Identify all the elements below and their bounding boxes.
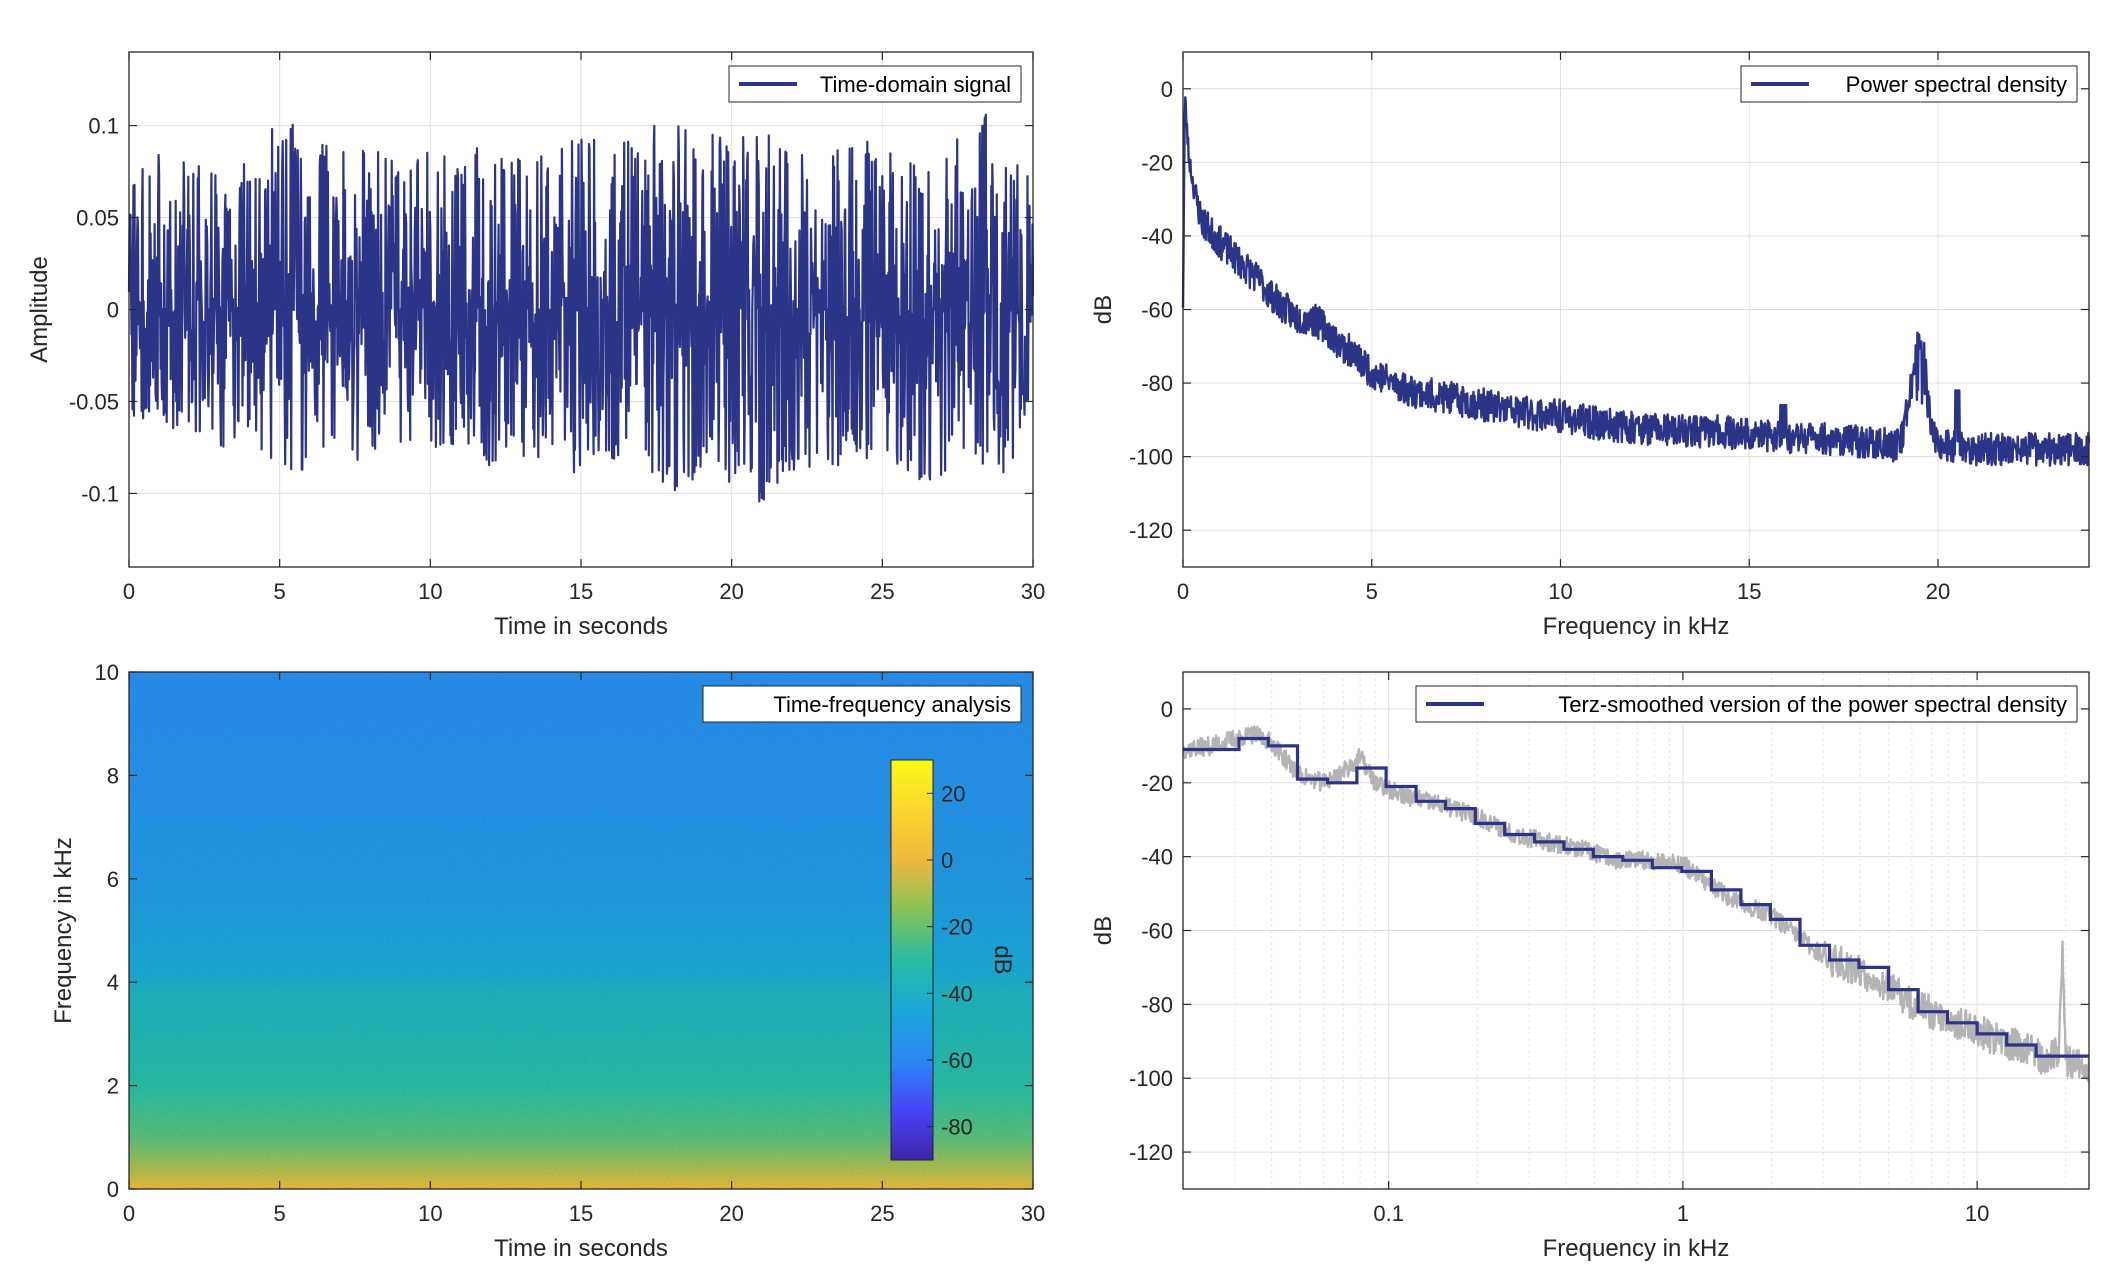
terz-step-line	[1183, 736, 2089, 1058]
x-axis-label: Frequency in kHz	[1543, 613, 1730, 640]
y-tick-label: -20	[1141, 771, 1173, 796]
x-tick-label: 0	[123, 1201, 135, 1226]
x-tick-label: 10	[418, 579, 442, 604]
y-tick-label: -0.1	[81, 481, 119, 506]
legend-box	[1415, 685, 2078, 723]
x-tick-label: 20	[719, 1201, 743, 1226]
legend: Time-frequency analysis	[702, 685, 1022, 723]
x-tick-label: 1	[1677, 1201, 1689, 1226]
x-tick-label: 5	[274, 1201, 286, 1226]
colorbar-tick-label: -40	[941, 981, 973, 1006]
legend-label: Time-domain signal	[820, 72, 1011, 97]
psd-line	[1181, 96, 2091, 467]
y-tick-label: -80	[1141, 992, 1173, 1017]
x-tick-label: 15	[569, 1201, 593, 1226]
terz-psd-plot: 0.1 1 10 0 -20 -40 -60 -80 -100 -120 Frequency in …	[1090, 671, 2090, 1262]
tick-marks	[1183, 672, 2089, 1189]
spectrogram-texture	[129, 672, 1033, 1189]
y-tick-label: 6	[107, 867, 119, 892]
y-tick-label: -40	[1141, 224, 1173, 249]
x-tick-label: 10	[418, 1201, 442, 1226]
colorbar: 20 0 -20 -40 -60 -80 dB	[890, 759, 1016, 1161]
colorbar-tick-label: -80	[941, 1115, 973, 1140]
y-tick-label: -0.05	[69, 389, 119, 414]
x-tick-label: 0	[1177, 579, 1189, 604]
x-tick-label: 10	[1548, 579, 1572, 604]
y-tick-label: 2	[107, 1074, 119, 1099]
legend-label: Terz-smoothed version of the power spect…	[1558, 692, 2067, 717]
legend: Power spectral density	[1740, 65, 2078, 103]
y-axis-label: dB	[1090, 295, 1117, 324]
y-tick-label: -120	[1129, 1140, 1173, 1165]
x-tick-label: 15	[1737, 579, 1761, 604]
tick-marks	[128, 52, 1034, 567]
colorbar-label: dB	[989, 945, 1016, 974]
x-tick-label: 20	[1926, 579, 1950, 604]
y-tick-label: 10	[95, 660, 119, 685]
x-tick-label: 5	[274, 579, 286, 604]
y-tick-label: -40	[1141, 845, 1173, 870]
y-tick-label: 4	[107, 970, 119, 995]
y-tick-label: -100	[1129, 1066, 1173, 1091]
legend-box	[1740, 65, 2078, 103]
tick-marks	[128, 671, 1034, 1190]
grid-lines	[1183, 672, 2089, 1189]
legend: Terz-smoothed version of the power spect…	[1415, 685, 2078, 723]
y-axis-label: dB	[1090, 916, 1117, 945]
colorbar-gradient	[890, 759, 934, 1161]
x-tick-label: 30	[1021, 1201, 1045, 1226]
raw-psd-line	[1183, 725, 2089, 1083]
x-axis-label: Frequency in kHz	[1543, 1235, 1730, 1262]
grid-lines	[1182, 52, 2089, 567]
y-tick-label: -60	[1141, 919, 1173, 944]
y-tick-label: 0.1	[88, 114, 119, 139]
y-tick-label: 0.05	[76, 206, 119, 231]
x-tick-label: 5	[1366, 579, 1378, 604]
legend: Time-domain signal	[728, 65, 1022, 103]
y-axis-label: Amplitude	[26, 256, 53, 363]
y-tick-label: 0	[107, 298, 119, 323]
plot-area	[1183, 725, 2089, 1083]
y-axis-label: Frequency in kHz	[50, 837, 77, 1024]
colorbar-tick-label: -20	[941, 915, 973, 940]
y-tick-label: -20	[1141, 150, 1173, 175]
y-tick-label: 0	[1161, 77, 1173, 102]
legend-box	[702, 685, 1022, 723]
x-tick-label: 0	[123, 579, 135, 604]
x-tick-label: 30	[1021, 579, 1045, 604]
x-tick-label: 20	[719, 579, 743, 604]
x-tick-label: 0.1	[1373, 1201, 1404, 1226]
x-axis-label: Time in seconds	[494, 1235, 668, 1262]
legend-label: Power spectral density	[1846, 72, 2067, 97]
x-axis-label: Time in seconds	[494, 613, 668, 640]
time-signal-plot: 0 5 10 15 20 25 30 -0.1 -0.05 0 0.05 0.1 Time in sec…	[26, 51, 1045, 640]
spectrogram-plot: 0 5 10 15 20 25 30 0 2 4 6 8 10 Time in seconds Freque…	[50, 660, 1045, 1262]
legend-label: Time-frequency analysis	[773, 692, 1011, 717]
y-tick-label: 8	[107, 763, 119, 788]
colorbar-tick-label: -60	[941, 1048, 973, 1073]
y-tick-label: -60	[1141, 298, 1173, 323]
signal-line	[127, 113, 1035, 503]
y-tick-label: -120	[1129, 518, 1173, 543]
x-tick-label: 10	[1965, 1201, 1989, 1226]
tick-marks	[1182, 52, 2089, 567]
colorbar-tick-label: 20	[941, 781, 965, 806]
y-tick-label: -80	[1141, 371, 1173, 396]
psd-plot: 0 5 10 15 20 0 -20 -40 -60 -80 -100 -120 Frequency i…	[1090, 51, 2091, 640]
y-tick-label: -100	[1129, 445, 1173, 470]
y-tick-label: 0	[1161, 697, 1173, 722]
y-tick-label: 0	[107, 1177, 119, 1202]
colorbar-tick-label: 0	[941, 848, 953, 873]
x-tick-label: 15	[569, 579, 593, 604]
x-tick-label: 25	[870, 1201, 894, 1226]
x-tick-label: 25	[870, 579, 894, 604]
